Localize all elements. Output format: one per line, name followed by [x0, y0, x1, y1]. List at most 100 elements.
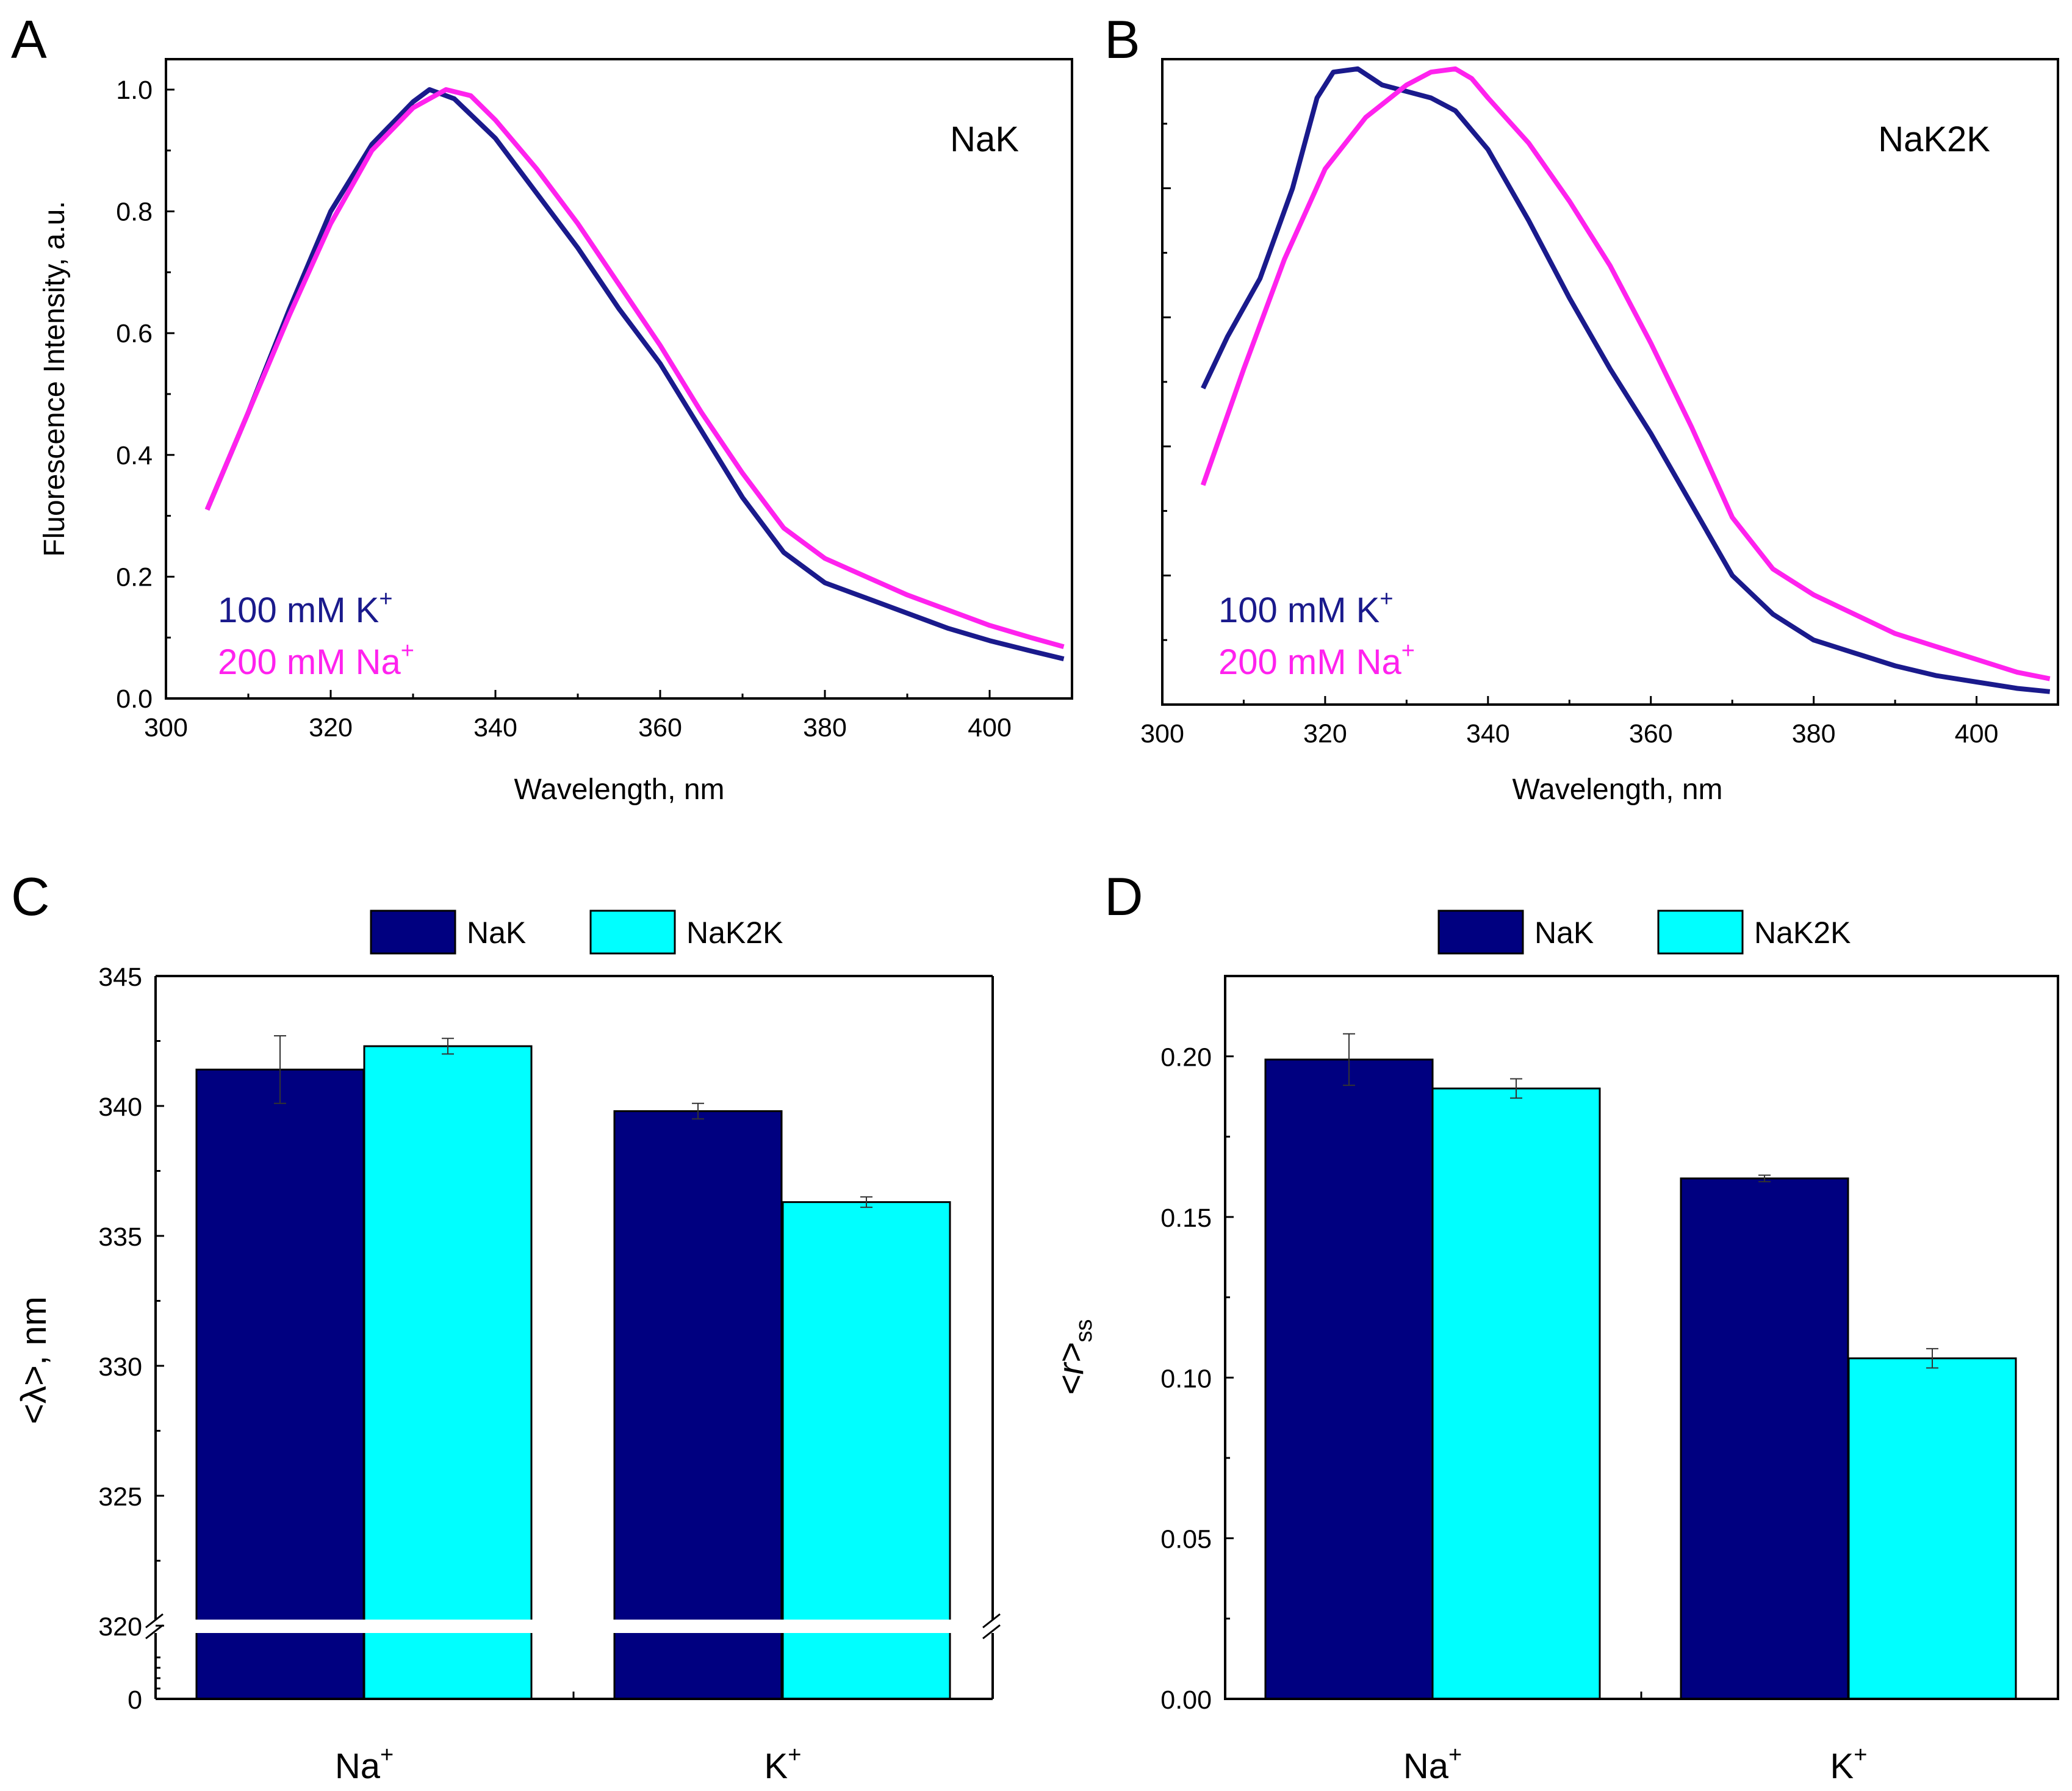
bars-d — [1264, 1033, 2017, 1700]
x-tick-label: 400 — [968, 713, 1012, 742]
x-tick-label: 320 — [309, 713, 353, 742]
category-label-sup: + — [788, 1742, 801, 1768]
category-label-main: Na — [1403, 1746, 1449, 1786]
category-label: Na+ — [1403, 1742, 1462, 1786]
x-tick-label: 300 — [144, 713, 188, 742]
y-tick-label: 0.4 — [116, 441, 153, 470]
legend-entry-k-sup: + — [379, 586, 392, 612]
series-line-k — [204, 87, 1065, 661]
legend-entry-na-main: 200 mM Na — [218, 642, 401, 682]
category-label-main: K — [764, 1746, 788, 1786]
series-lines-a — [204, 87, 1065, 661]
y-tick-label: 0.00 — [1160, 1685, 1212, 1715]
category-label: K+ — [764, 1742, 802, 1786]
bars-c — [156, 1035, 1010, 1700]
legend-entry-k: 100 mM K+ — [218, 586, 393, 630]
y-ticks-b — [1162, 58, 1171, 706]
category-label: K+ — [1830, 1742, 1868, 1786]
x-tick-label: 380 — [1792, 719, 1836, 748]
bar-nak2k-k — [1847, 1357, 2017, 1700]
y-tick-label: 0.2 — [116, 562, 153, 592]
inset-label-nak2k: NaK2K — [1878, 120, 1990, 159]
plot-frame-a — [165, 58, 1073, 700]
legend-entry-k-main: 100 mM K — [218, 590, 380, 630]
series-line-na — [1200, 66, 2051, 681]
plot-frame-c — [145, 975, 1001, 1700]
x-axis-title-a: Wavelength, nm — [514, 773, 724, 806]
inset-label-nak: NaK — [950, 120, 1019, 159]
y-tick-label: 335 — [98, 1222, 142, 1252]
legend-swatch-nak2k-c — [589, 910, 676, 955]
y-axis-title-d-main: <r> — [1051, 1342, 1091, 1395]
legend-entry-na-b: 200 mM Na+ — [1218, 638, 1415, 682]
y-tick-label: 320 — [98, 1612, 142, 1642]
legend-swatch-nak-c — [370, 910, 456, 955]
x-tick-label: 320 — [1303, 719, 1347, 748]
series-line-na — [204, 87, 1065, 650]
category-label-sup: + — [1854, 1742, 1867, 1768]
legend-entry-na: 200 mM Na+ — [218, 638, 414, 682]
category-label-sup: + — [1448, 1742, 1462, 1768]
legend-entry-na-sup: + — [401, 638, 414, 664]
y-tick-label: 0.0 — [116, 684, 153, 714]
legend-c: NaK NaK2K — [370, 910, 783, 955]
x-axis-title-b: Wavelength, nm — [1512, 773, 1722, 806]
series-lines-b — [1200, 66, 2051, 694]
y-tick-label: 0.05 — [1160, 1525, 1212, 1554]
axis-break-mark — [982, 1613, 1001, 1629]
bar-nak2k-k — [782, 1201, 951, 1700]
y-ticks-d: 0.00 0.05 0.10 0.15 0.20 — [1160, 975, 1642, 1715]
x-tick-label: 340 — [473, 713, 517, 742]
legend-entry-na-b-sup: + — [1401, 638, 1415, 664]
x-ticks-a: 300 320 340 360 380 400 — [144, 690, 1012, 742]
y-tick-label: 0 — [128, 1685, 142, 1715]
axis-break-mark — [982, 1624, 1001, 1640]
legend-label-nak-c: NaK — [467, 916, 526, 950]
y-tick-label: 345 — [98, 963, 142, 992]
y-tick-label: 0.20 — [1160, 1043, 1212, 1072]
bar-nak-na — [195, 1068, 365, 1700]
category-label-main: K — [1830, 1746, 1854, 1786]
panel-letter-a: A — [11, 9, 47, 70]
bar-nak-k — [613, 1110, 783, 1700]
x-ticks-b: 300 320 340 360 380 400 — [1140, 696, 1998, 748]
series-line-k — [1201, 66, 2051, 694]
y-tick-label: 0.15 — [1160, 1204, 1212, 1233]
y-ticks-c: 320 325 330 335 340 345 0 — [98, 963, 164, 1715]
axis-break-mark — [145, 1624, 164, 1640]
legend-entry-k-b-main: 100 mM K — [1218, 590, 1380, 630]
x-tick-label: 340 — [1466, 719, 1510, 748]
bar-nak-na — [1264, 1058, 1434, 1700]
y-tick-label: 1.0 — [116, 76, 153, 105]
y-ticks-a: 0.0 0.2 0.4 0.6 0.8 1.0 — [116, 76, 174, 714]
y-tick-label: 0.8 — [116, 198, 153, 227]
y-tick-label: 330 — [98, 1352, 142, 1382]
y-tick-label: 0.10 — [1160, 1364, 1212, 1393]
panel-letter-d: D — [1104, 866, 1143, 927]
x-tick-label: 400 — [1955, 719, 1999, 748]
x-tick-label: 300 — [1140, 719, 1184, 748]
x-tick-label: 360 — [1629, 719, 1673, 748]
bar-nak2k-na — [1431, 1087, 1601, 1700]
y-axis-title-d: <r>ss — [1051, 1319, 1097, 1395]
category-label-main: Na — [335, 1746, 381, 1786]
category-labels-d: Na+ K+ — [1403, 1742, 1868, 1786]
axis-break-mark — [145, 1613, 164, 1629]
y-axis-title-a: Fluorescence Intensity, a.u. — [38, 201, 71, 556]
legend-swatch-nak-d — [1437, 910, 1524, 955]
x-tick-label: 380 — [803, 713, 847, 742]
category-label: Na+ — [335, 1742, 394, 1786]
legend-entry-na-b-main: 200 mM Na — [1218, 642, 1402, 682]
panel-letter-b: B — [1104, 9, 1140, 70]
panel-letter-c: C — [11, 866, 50, 927]
y-axis-title-d-sub: ss — [1071, 1319, 1097, 1342]
axis-break-band — [156, 1620, 1010, 1633]
panel-b: 300 320 340 360 380 400 NaK2K Wavelength, nm … — [1140, 58, 2059, 806]
y-tick-label: 340 — [98, 1093, 142, 1122]
panel-d: NaK NaK2K 0.000.050.100.150.20 Na+ K+ <r>… — [1051, 910, 2059, 1786]
legend-entry-k-b: 100 mM K+ — [1218, 586, 1394, 630]
legend-label-nak2k-c: NaK2K — [686, 916, 783, 950]
category-label-sup: + — [380, 1742, 394, 1768]
panel-a: 300 320 340 360 380 400 0.0 0.2 0.4 0.6 0.8 1.0 Na… — [38, 58, 1073, 806]
